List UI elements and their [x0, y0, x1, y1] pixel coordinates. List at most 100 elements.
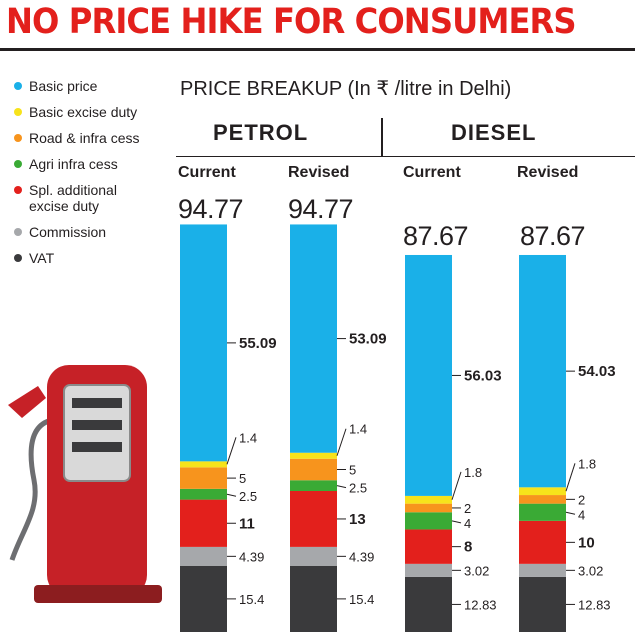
label-leader-line — [336, 428, 347, 456]
legend-swatch — [14, 228, 22, 236]
data-label: 15.4 — [239, 592, 264, 607]
data-label: 1.8 — [578, 456, 596, 471]
bar-segment — [519, 576, 566, 632]
data-label: 4.39 — [349, 549, 374, 564]
data-label: 8 — [464, 539, 472, 556]
data-label: 1.4 — [239, 430, 257, 445]
legend-label: Basic excise duty — [29, 104, 138, 120]
label-leader-line — [565, 511, 576, 515]
bar-segment — [405, 503, 452, 513]
data-label: 13 — [349, 511, 366, 528]
headline-rule — [0, 48, 635, 51]
total-petrol-current: 94.77 — [178, 194, 244, 224]
bar-segment — [519, 487, 566, 496]
legend-item: Road & infra cess — [8, 130, 173, 146]
bar-segment — [180, 565, 227, 632]
data-label: 2.5 — [239, 489, 257, 504]
data-label: 4.39 — [239, 549, 264, 564]
data-label: 1.4 — [349, 422, 367, 437]
headline: NO PRICE HIKE FOR CONSUMERS — [6, 2, 577, 42]
data-label: 55.09 — [239, 335, 277, 352]
data-label: 3.02 — [578, 563, 603, 578]
data-label: 15.4 — [349, 592, 374, 607]
bar-segment — [290, 452, 337, 459]
data-label: 2 — [464, 501, 471, 516]
pump-hose — [9, 417, 53, 561]
chart-subtitle: PRICE BREAKUP (In ₹ /litre in Delhi) — [180, 78, 512, 100]
label-leader-line — [226, 493, 237, 497]
bar-segment — [405, 576, 452, 632]
label-leader-line — [565, 463, 576, 492]
data-label: 53.09 — [349, 331, 387, 348]
pump-base — [34, 585, 162, 603]
bar-segment — [180, 546, 227, 566]
legend-item: Basic price — [8, 78, 173, 94]
column-label-diesel-current: Current — [403, 164, 461, 181]
legend-label: VAT — [29, 250, 55, 266]
legend-label: Commission — [29, 224, 107, 240]
legend-label: Road & infra cess — [29, 130, 140, 146]
legend-label: Spl. additional excise duty — [29, 182, 117, 214]
label-leader-line — [451, 471, 462, 500]
legend-item: VAT — [8, 250, 173, 266]
data-label: 4 — [464, 516, 471, 531]
column-label-petrol-current: Current — [178, 164, 236, 181]
fuel-heading-petrol: PETROL — [213, 120, 309, 145]
data-label: 10 — [578, 534, 595, 551]
data-label: 56.03 — [464, 367, 502, 384]
bar-segment — [405, 512, 452, 530]
bar-segment — [519, 563, 566, 577]
bar-segment — [519, 254, 566, 488]
legend-label: Basic price — [29, 78, 98, 94]
bar-segment — [180, 467, 227, 489]
bar-segment — [290, 565, 337, 632]
data-label: 3.02 — [464, 563, 489, 578]
data-label: 11 — [239, 515, 255, 532]
data-label: 2.5 — [349, 481, 367, 496]
bar-segment — [290, 224, 337, 453]
legend: Basic price Basic excise duty Road & infra… — [8, 78, 173, 276]
pump-display — [63, 384, 131, 482]
total-petrol-revised: 94.77 — [288, 194, 354, 224]
bar-segment — [180, 499, 227, 547]
data-label: 5 — [239, 471, 246, 486]
data-label: 2 — [578, 492, 585, 507]
heading-rule — [176, 156, 635, 157]
pump-nozzle-icon — [8, 386, 46, 418]
data-label: 12.83 — [578, 597, 611, 612]
legend-label: Agri infra cess — [29, 156, 118, 172]
legend-item: Basic excise duty — [8, 104, 173, 120]
legend-swatch — [14, 254, 22, 262]
label-leader-line — [451, 520, 462, 524]
legend-item: Spl. additional excise duty — [8, 182, 173, 214]
label-leader-line — [336, 485, 347, 489]
legend-swatch — [14, 134, 22, 142]
data-label: 54.03 — [578, 363, 616, 380]
bar-segment — [519, 503, 566, 521]
column-label-diesel-revised: Revised — [517, 164, 579, 181]
legend-swatch — [14, 160, 22, 168]
bar-segment — [180, 488, 227, 500]
data-label: 5 — [349, 463, 356, 478]
bar-segment — [290, 546, 337, 566]
bar-segment — [290, 480, 337, 491]
fuel-pump-illustration — [8, 365, 162, 603]
bar-segment — [180, 224, 227, 462]
bar-segment — [290, 458, 337, 481]
total-diesel-revised: 87.67 — [520, 221, 586, 251]
legend-item: Agri infra cess — [8, 156, 173, 172]
data-label: 12.83 — [464, 597, 497, 612]
bar-segment — [405, 529, 452, 564]
legend-item: Commission — [8, 224, 173, 240]
total-diesel-current: 87.67 — [403, 221, 469, 251]
legend-swatch — [14, 186, 22, 194]
column-label-petrol-revised: Revised — [288, 164, 350, 181]
data-label: 1.8 — [464, 465, 482, 480]
label-leader-line — [226, 437, 237, 465]
legend-swatch — [14, 108, 22, 116]
bar-segment — [519, 520, 566, 564]
bar-segment — [405, 254, 452, 496]
fuel-separator — [381, 118, 383, 156]
fuel-heading-diesel: DIESEL — [451, 120, 537, 145]
